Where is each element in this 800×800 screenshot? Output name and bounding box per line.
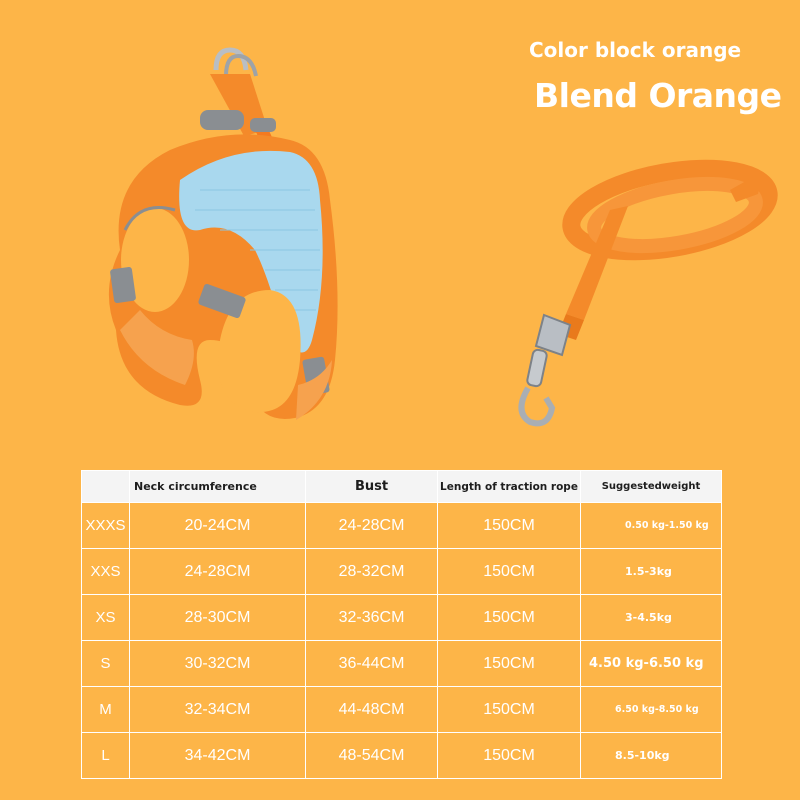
header-suggested-weight: Suggestedweight <box>580 470 722 503</box>
rope-cell: 150CM <box>437 732 581 779</box>
weight-cell: 4.50 kg-6.50 kg <box>580 640 722 687</box>
size-cell: XXXS <box>81 502 130 549</box>
size-cell: L <box>81 732 130 779</box>
rope-cell: 150CM <box>437 640 581 687</box>
table-row: M 32-34CM 44-48CM 150CM 6.50 kg-8.50 kg <box>81 686 722 733</box>
rope-cell: 150CM <box>437 686 581 733</box>
table-row: L 34-42CM 48-54CM 150CM 8.5-10kg <box>81 732 722 779</box>
weight-cell: 0.50 kg-1.50 kg <box>580 502 722 549</box>
neck-cell: 34-42CM <box>129 732 306 779</box>
weight-cell: 3-4.5kg <box>580 594 722 641</box>
size-cell: XS <box>81 594 130 641</box>
table-row: XXXS 20-24CM 24-28CM 150CM 0.50 kg-1.50 … <box>81 502 722 549</box>
color-subtitle: Color block orange <box>529 38 742 62</box>
rope-cell: 150CM <box>437 548 581 595</box>
rope-cell: 150CM <box>437 502 581 549</box>
weight-cell: 6.50 kg-8.50 kg <box>580 686 722 733</box>
size-cell: S <box>81 640 130 687</box>
header-size <box>81 470 130 503</box>
table-header-row: Neck circumference Bust Length of tracti… <box>81 470 722 503</box>
bust-cell: 28-32CM <box>305 548 438 595</box>
table-row: XS 28-30CM 32-36CM 150CM 3-4.5kg <box>81 594 722 641</box>
header-bust: Bust <box>305 470 438 503</box>
table-row: S 30-32CM 36-44CM 150CM 4.50 kg-6.50 kg <box>81 640 722 687</box>
size-cell: M <box>81 686 130 733</box>
header-traction-rope-length: Length of traction rope <box>437 470 581 503</box>
neck-cell: 24-28CM <box>129 548 306 595</box>
harness-image <box>108 47 338 420</box>
color-title: Blend Orange <box>534 76 782 115</box>
neck-cell: 20-24CM <box>129 502 306 549</box>
bust-cell: 36-44CM <box>305 640 438 687</box>
neck-cell: 32-34CM <box>129 686 306 733</box>
bust-cell: 48-54CM <box>305 732 438 779</box>
product-showcase: Color block orange Blend Orange <box>108 38 782 427</box>
size-cell: XXS <box>81 548 130 595</box>
weight-cell: 8.5-10kg <box>580 732 722 779</box>
neck-cell: 30-32CM <box>129 640 306 687</box>
leash-image <box>518 159 778 427</box>
header-neck-circumference: Neck circumference <box>129 470 306 503</box>
bust-cell: 24-28CM <box>305 502 438 549</box>
bust-cell: 44-48CM <box>305 686 438 733</box>
neck-cell: 28-30CM <box>129 594 306 641</box>
weight-cell: 1.5-3kg <box>580 548 722 595</box>
bust-cell: 32-36CM <box>305 594 438 641</box>
rope-cell: 150CM <box>437 594 581 641</box>
table-row: XXS 24-28CM 28-32CM 150CM 1.5-3kg <box>81 548 722 595</box>
size-chart-table: Neck circumference Bust Length of tracti… <box>81 470 722 779</box>
